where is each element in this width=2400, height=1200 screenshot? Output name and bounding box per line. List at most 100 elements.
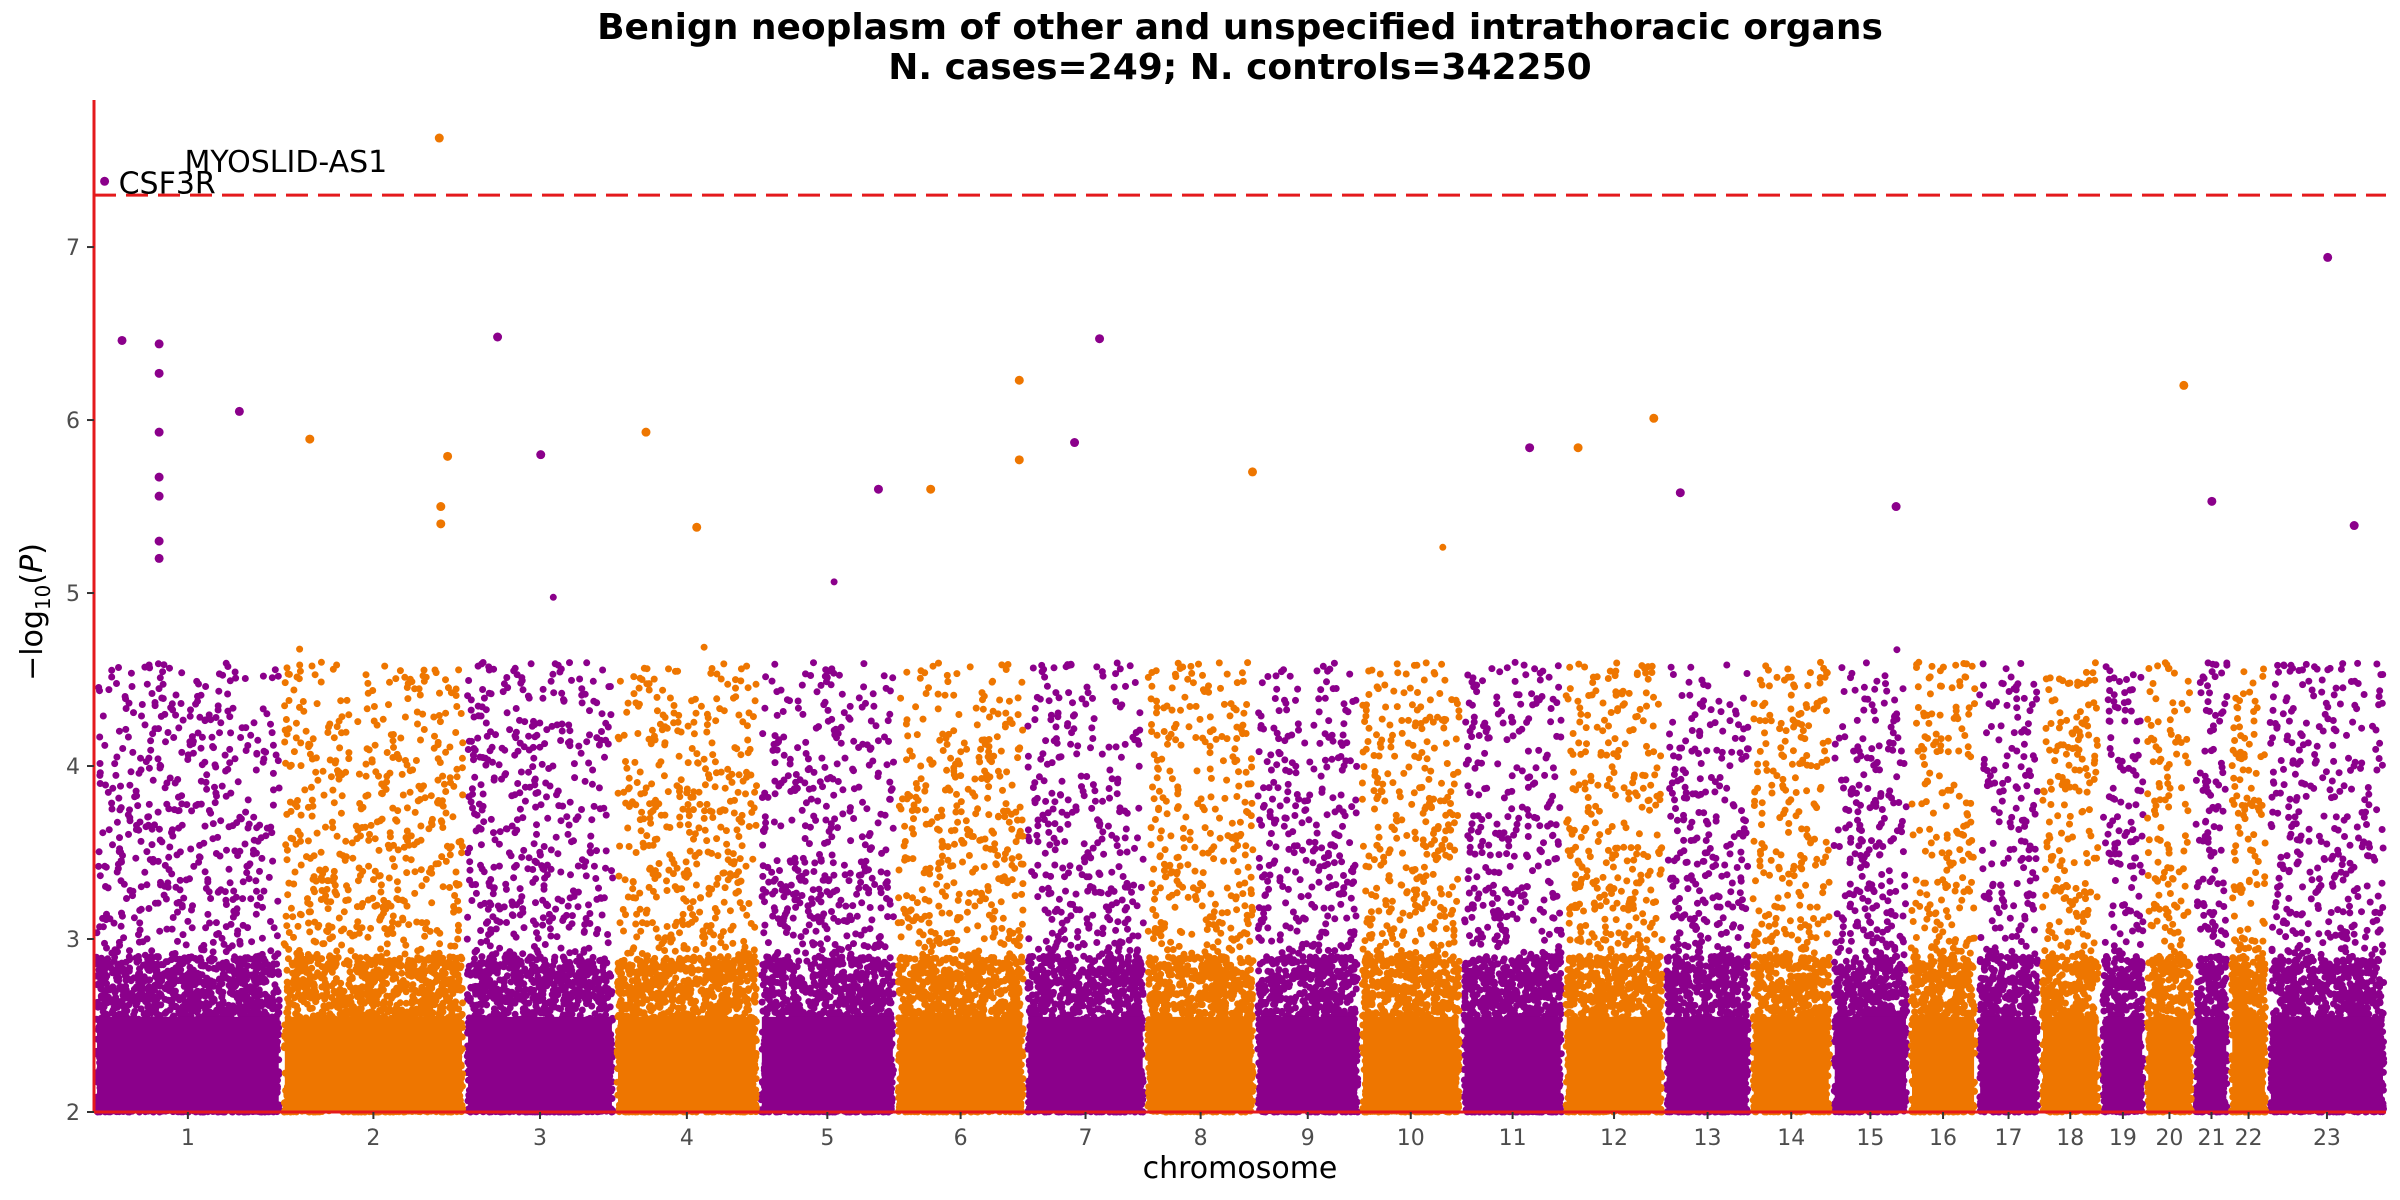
snp-density-band bbox=[617, 1016, 756, 1112]
snp-point bbox=[2349, 521, 2359, 531]
snp-density-band bbox=[468, 1016, 612, 1112]
snp-point bbox=[2323, 252, 2333, 262]
snp-density-band bbox=[1834, 1016, 1906, 1112]
snp-density-band bbox=[1753, 1016, 1829, 1112]
snp-point bbox=[692, 522, 702, 532]
snp-density-band bbox=[2270, 1016, 2383, 1112]
snp-density-band bbox=[761, 1016, 893, 1112]
x-tick-label: 6 bbox=[954, 1126, 968, 1151]
x-tick-label: 5 bbox=[820, 1126, 834, 1151]
snp-point bbox=[154, 553, 164, 563]
snp-density-band bbox=[2196, 1016, 2227, 1112]
snp-point bbox=[1247, 467, 1257, 477]
snp-point bbox=[1649, 413, 1659, 423]
y-tick-label: 3 bbox=[66, 928, 80, 953]
snp-point bbox=[154, 536, 164, 546]
gene-label: CSF3R bbox=[119, 166, 216, 201]
snp-density-band bbox=[2232, 1016, 2265, 1112]
x-tick-label: 12 bbox=[1600, 1126, 1628, 1151]
snp-point bbox=[1525, 443, 1535, 453]
x-tick-label: 13 bbox=[1694, 1126, 1722, 1151]
y-tick-label: 7 bbox=[66, 236, 80, 261]
y-axis-ticks: 2 3 4 5 6 7 bbox=[66, 236, 94, 1126]
snp-density-band bbox=[1258, 1016, 1357, 1112]
snp-point bbox=[154, 472, 164, 482]
snp-density-band bbox=[284, 1016, 462, 1112]
snp-density-band bbox=[2148, 1016, 2191, 1112]
x-tick-label: 8 bbox=[1194, 1126, 1208, 1151]
snp-point bbox=[1014, 455, 1024, 465]
snp-point bbox=[154, 368, 164, 378]
chart-title-block: Benign neoplasm of other and unspecified… bbox=[0, 8, 2400, 88]
snp-density-band bbox=[1028, 1016, 1143, 1112]
snp-point bbox=[1070, 438, 1080, 448]
snp-point bbox=[493, 332, 503, 342]
x-tick-label: 23 bbox=[2313, 1126, 2341, 1151]
snp-density-band bbox=[1980, 1016, 2037, 1112]
x-tick-label: 21 bbox=[2197, 1126, 2225, 1151]
snp-point bbox=[1675, 488, 1685, 498]
snp-point bbox=[434, 133, 444, 143]
snp-point bbox=[873, 484, 883, 494]
snp-point bbox=[926, 484, 936, 494]
y-tick-label: 2 bbox=[66, 1101, 80, 1126]
x-axis-title: chromosome bbox=[1143, 1151, 1338, 1186]
snp-point bbox=[305, 434, 315, 444]
snp-density-band bbox=[1667, 1016, 1748, 1112]
x-tick-label: 16 bbox=[1929, 1126, 1957, 1151]
x-axis-ticks: 1 2 3 4 5 6 7 8 9 10 11 12 13 14 15 16 17 18 19 20 21 22 23 bbox=[181, 1112, 2341, 1151]
snp-point bbox=[100, 176, 110, 186]
x-tick-label: 4 bbox=[680, 1126, 694, 1151]
snp-point bbox=[1573, 443, 1583, 453]
snp-density-band bbox=[1148, 1016, 1253, 1112]
y-tick-label: 5 bbox=[66, 582, 80, 607]
x-tick-label: 22 bbox=[2235, 1126, 2263, 1151]
gene-label: MYOSLID-AS1 bbox=[185, 145, 388, 180]
x-tick-label: 17 bbox=[1995, 1126, 2023, 1151]
snp-density-band bbox=[1464, 1016, 1561, 1112]
snp-point bbox=[436, 502, 446, 512]
snp-density-band bbox=[2042, 1016, 2098, 1112]
snp-density-band bbox=[2103, 1016, 2143, 1112]
y-tick-label: 4 bbox=[66, 755, 80, 780]
x-tick-label: 9 bbox=[1301, 1126, 1315, 1151]
x-tick-label: 3 bbox=[533, 1126, 547, 1151]
chart-title: Benign neoplasm of other and unspecified… bbox=[597, 7, 1883, 48]
snp-point bbox=[436, 519, 446, 529]
y-axis-title: −log10(P) bbox=[15, 543, 55, 681]
snp-point bbox=[154, 339, 164, 349]
snp-point bbox=[117, 335, 127, 345]
x-tick-label: 20 bbox=[2155, 1126, 2183, 1151]
x-tick-label: 2 bbox=[366, 1126, 380, 1151]
snp-point bbox=[1014, 375, 1024, 385]
snp-point bbox=[234, 406, 244, 416]
snp-point bbox=[2207, 496, 2217, 506]
x-tick-label: 10 bbox=[1397, 1126, 1425, 1151]
y-tick-label: 6 bbox=[66, 409, 80, 434]
x-tick-label: 1 bbox=[181, 1126, 195, 1151]
x-tick-label: 11 bbox=[1499, 1126, 1527, 1151]
snp-density-band bbox=[97, 1016, 279, 1112]
x-tick-label: 18 bbox=[2056, 1126, 2084, 1151]
snp-points-layer bbox=[92, 543, 2388, 1116]
x-tick-label: 19 bbox=[2109, 1126, 2137, 1151]
x-tick-label: 15 bbox=[1856, 1126, 1884, 1151]
snp-point bbox=[1891, 502, 1901, 512]
snp-density-band bbox=[1566, 1016, 1662, 1112]
snp-point bbox=[536, 450, 546, 460]
snp-density-band bbox=[1363, 1016, 1459, 1112]
snp-density-band bbox=[1912, 1016, 1975, 1112]
snp-point bbox=[641, 427, 651, 437]
snp-density-band bbox=[898, 1016, 1023, 1112]
snp-point bbox=[1095, 334, 1105, 344]
chart-subtitle: N. cases=249; N. controls=342250 bbox=[888, 47, 1592, 88]
snp-point bbox=[443, 451, 453, 461]
x-tick-label: 7 bbox=[1079, 1126, 1093, 1151]
x-tick-label: 14 bbox=[1777, 1126, 1805, 1151]
snp-point bbox=[154, 427, 164, 437]
snp-point bbox=[2179, 380, 2189, 390]
top-hit-points-layer bbox=[100, 133, 2359, 563]
snp-point bbox=[154, 491, 164, 501]
